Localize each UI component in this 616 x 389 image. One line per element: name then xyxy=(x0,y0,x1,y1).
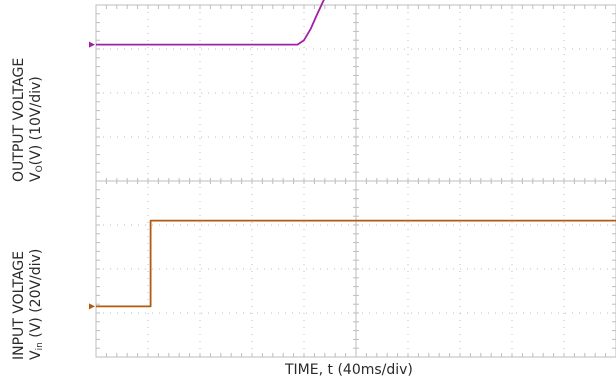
input-voltage-label-line1: INPUT VOLTAGE xyxy=(11,249,28,360)
input-voltage-axis-label: INPUT VOLTAGE Vin (V) (20V/div) xyxy=(11,249,49,360)
output-voltage-label-line1: OUTPUT VOLTAGE xyxy=(11,58,28,182)
output-voltage-axis-label: OUTPUT VOLTAGE VO(V) (10V/div) xyxy=(11,58,49,182)
input-voltage-ground-marker xyxy=(89,303,95,309)
x-axis-label: TIME, t (40ms/div) xyxy=(285,362,413,378)
output-voltage-ground-marker xyxy=(89,42,95,48)
output-voltage-label-line2: VO(V) (10V/div) xyxy=(28,58,49,182)
input-voltage-label-line2: Vin (V) (20V/div) xyxy=(28,249,49,360)
